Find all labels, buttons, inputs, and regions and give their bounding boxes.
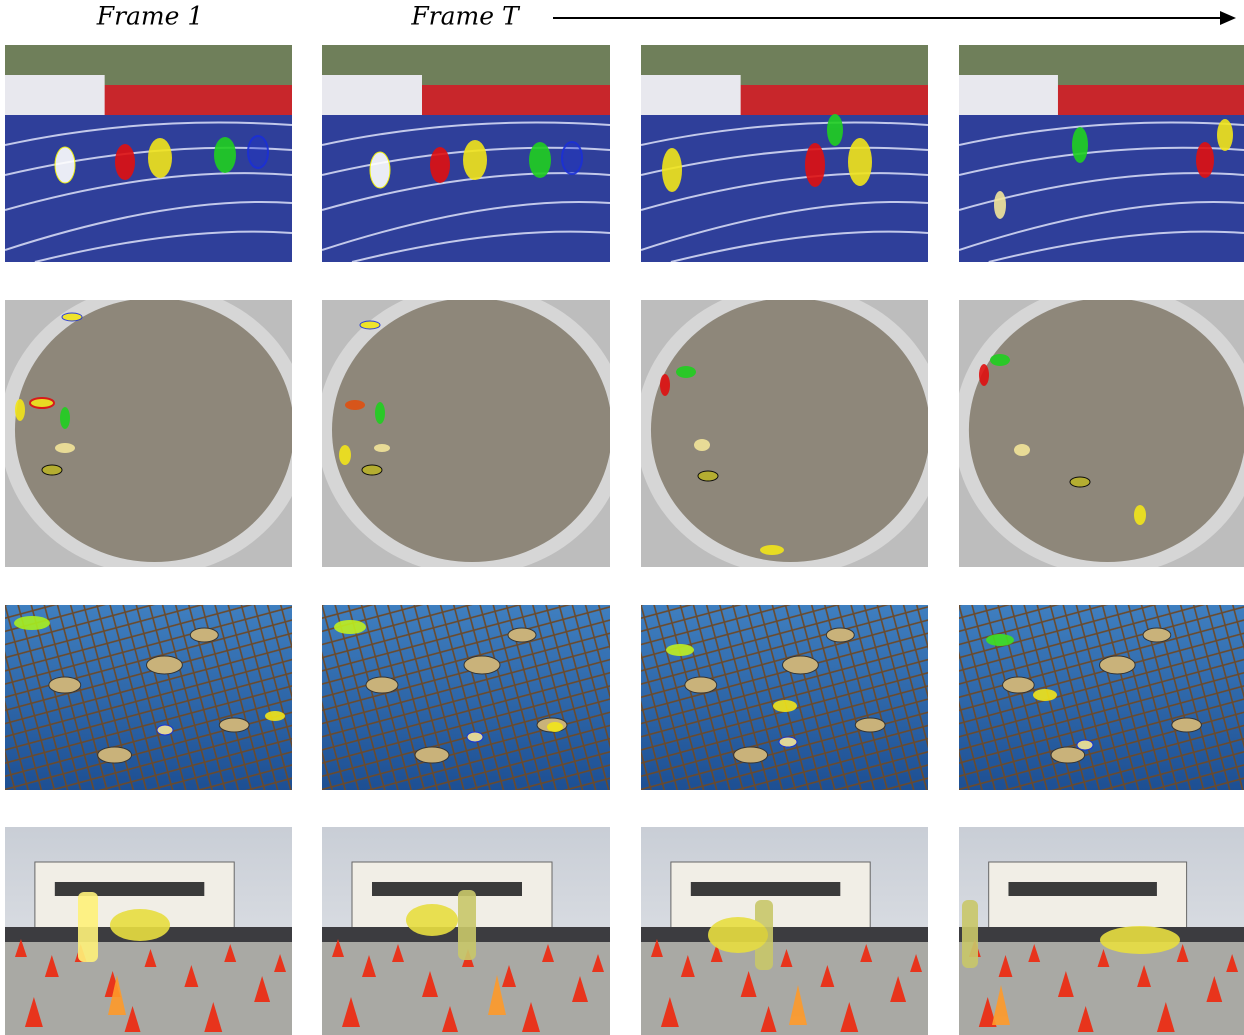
image-grid [5,45,1244,1035]
header-label: Frame 1 [96,2,204,31]
image [959,300,1244,567]
image [641,605,928,790]
image [959,605,1244,790]
mask-overlays [14,114,1233,1025]
image [5,300,292,567]
image [641,827,928,1035]
image [5,605,292,790]
image [641,45,928,262]
time-arrow [553,11,1236,25]
header-label: Frame T [410,2,521,31]
image [641,300,928,567]
image [322,605,610,790]
